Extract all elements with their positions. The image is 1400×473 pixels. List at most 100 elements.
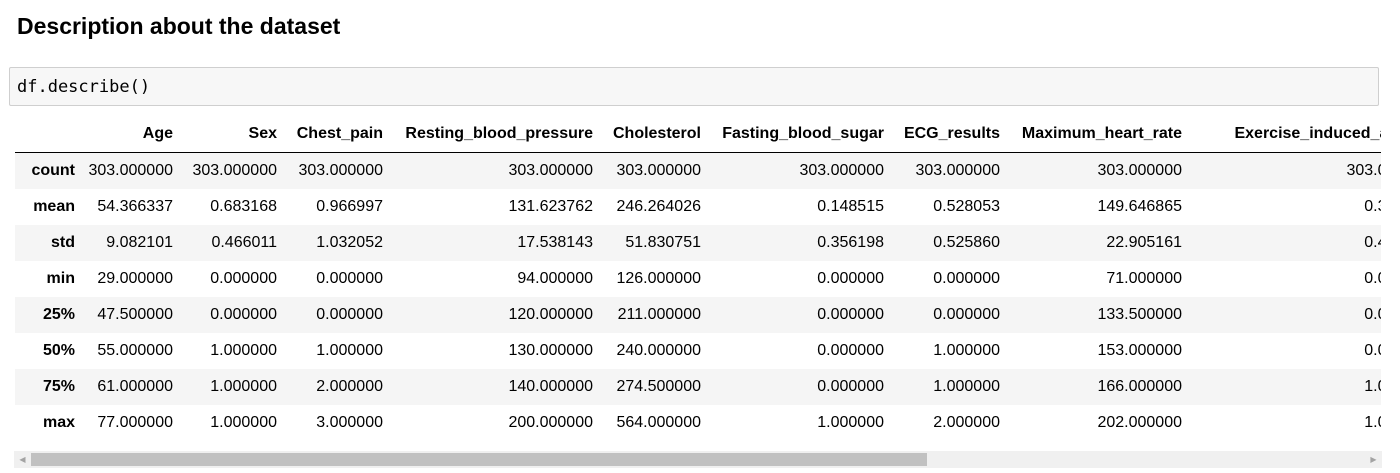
code-text: df.describe() [17, 77, 151, 97]
table-cell: 9.082101 [106, 234, 173, 251]
table-cell: 1.000000 [1364, 378, 1381, 395]
row-index-label: 75% [42, 378, 75, 395]
table-cell: 0.000000 [210, 306, 277, 323]
table-cell: 0.000000 [817, 270, 884, 287]
column-header: Resting_blood_pressure [387, 116, 597, 153]
row-index-label: max [42, 414, 75, 431]
table-cell: 120.000000 [508, 306, 593, 323]
table-cell: 55.000000 [97, 342, 173, 359]
table-cell: 303.000000 [799, 162, 884, 179]
table-cell: 0.000000 [933, 270, 1000, 287]
table-cell: 0.466011 [211, 234, 277, 251]
table-cell: 22.905161 [1106, 234, 1182, 251]
table-cell: 166.000000 [1097, 378, 1182, 395]
section-heading: Description about the dataset [17, 13, 341, 39]
table-row: count 303.000000 303.000000 303.000000 303.0… [15, 152, 1381, 189]
table-cell: 0.525860 [933, 234, 1000, 251]
table-cell: 0.469794 [1364, 234, 1381, 251]
table-cell: 303.000000 [88, 162, 173, 179]
table-cell: 303.000000 [915, 162, 1000, 179]
table-cell: 564.000000 [616, 414, 701, 431]
table-cell: 0.000000 [316, 270, 383, 287]
table-cell: 0.000000 [817, 378, 884, 395]
row-index-label: 50% [42, 342, 75, 359]
table-cell: 0.966997 [316, 198, 383, 215]
table-cell: 1.000000 [933, 378, 1000, 395]
table-cell: 29.000000 [97, 270, 173, 287]
table-cell: 94.000000 [517, 270, 593, 287]
table-cell: 0.000000 [817, 306, 884, 323]
table-cell: 0.000000 [1364, 270, 1381, 287]
table-cell: 200.000000 [508, 414, 593, 431]
table-cell: 0.000000 [817, 342, 884, 359]
table-cell: 1.000000 [933, 342, 1000, 359]
table-row: 25% 47.500000 0.000000 0.000000 120.000000 21… [15, 297, 1381, 333]
row-index-label: std [51, 234, 75, 251]
table-row: std 9.082101 0.466011 1.032052 17.538143 51.8… [15, 225, 1381, 261]
table-cell: 0.000000 [1364, 342, 1381, 359]
table-cell: 1.000000 [210, 342, 277, 359]
describe-table: Age Sex Chest_pain Resting_blood_pressur… [15, 116, 1381, 441]
table-row: 50% 55.000000 1.000000 1.000000 130.000000 24… [15, 333, 1381, 369]
row-index-label: mean [33, 198, 75, 215]
table-cell: 303.000000 [1346, 162, 1381, 179]
table-cell: 246.264026 [616, 198, 701, 215]
arrow-right-icon[interactable]: ▶ [1370, 455, 1377, 464]
table-row: 75% 61.000000 1.000000 2.000000 140.000000 27… [15, 369, 1381, 405]
table-cell: 153.000000 [1097, 342, 1182, 359]
table-cell: 131.623762 [508, 198, 593, 215]
table-cell: 126.000000 [616, 270, 701, 287]
table-row: min 29.000000 0.000000 0.000000 94.000000 126… [15, 261, 1381, 297]
table-cell: 202.000000 [1097, 414, 1182, 431]
table-row: mean 54.366337 0.683168 0.966997 131.623762 2… [15, 189, 1381, 225]
row-index-label: min [46, 270, 75, 287]
table-cell: 303.000000 [192, 162, 277, 179]
row-index-label: count [31, 162, 75, 179]
table-cell: 0.148515 [817, 198, 884, 215]
table-cell: 17.538143 [517, 234, 593, 251]
table-cell: 0.683168 [210, 198, 277, 215]
table-cell: 303.000000 [1097, 162, 1182, 179]
table-cell: 0.528053 [933, 198, 1000, 215]
column-header: Age [75, 116, 177, 153]
scrollbar-thumb[interactable] [31, 453, 927, 466]
table-cell: 54.366337 [97, 198, 173, 215]
table-cell: 0.000000 [210, 270, 277, 287]
column-header: Sex [177, 116, 281, 153]
table-cell: 3.000000 [316, 414, 383, 431]
horizontal-scrollbar[interactable]: ◀ ▶ [14, 451, 1382, 468]
table-cell: 2.000000 [933, 414, 1000, 431]
column-header: Cholesterol [597, 116, 705, 153]
table-cell: 1.000000 [210, 378, 277, 395]
table-cell: 61.000000 [97, 378, 173, 395]
table-cell: 130.000000 [508, 342, 593, 359]
column-header: Exercise_induced_angina [1186, 116, 1381, 153]
code-cell[interactable]: df.describe() [9, 67, 1379, 106]
table-cell: 1.000000 [210, 414, 277, 431]
table-cell: 0.000000 [316, 306, 383, 323]
arrow-left-icon[interactable]: ◀ [19, 455, 26, 464]
table-cell: 47.500000 [97, 306, 173, 323]
table-cell: 303.000000 [508, 162, 593, 179]
table-cell: 0.326733 [1364, 198, 1381, 215]
table-cell: 51.830751 [625, 234, 701, 251]
table-cell: 140.000000 [508, 378, 593, 395]
column-header: ECG_results [888, 116, 1004, 153]
table-row: max 77.000000 1.000000 3.000000 200.000000 56… [15, 405, 1381, 441]
table-cell: 1.000000 [817, 414, 884, 431]
table-cell: 149.646865 [1097, 198, 1182, 215]
column-header: Chest_pain [281, 116, 387, 153]
table-cell: 133.500000 [1097, 306, 1182, 323]
table-cell: 303.000000 [616, 162, 701, 179]
header-row: Age Sex Chest_pain Resting_blood_pressur… [15, 116, 1381, 153]
table-cell: 2.000000 [316, 378, 383, 395]
table-cell: 1.032052 [316, 234, 383, 251]
table-cell: 274.500000 [616, 378, 701, 395]
table-cell: 211.000000 [617, 306, 701, 323]
index-header [15, 116, 75, 153]
dataframe-output: Age Sex Chest_pain Resting_blood_pressur… [15, 116, 1381, 446]
table-cell: 0.000000 [933, 306, 1000, 323]
column-header: Fasting_blood_sugar [705, 116, 888, 153]
table-cell: 303.000000 [298, 162, 383, 179]
table-cell: 1.000000 [1364, 414, 1381, 431]
